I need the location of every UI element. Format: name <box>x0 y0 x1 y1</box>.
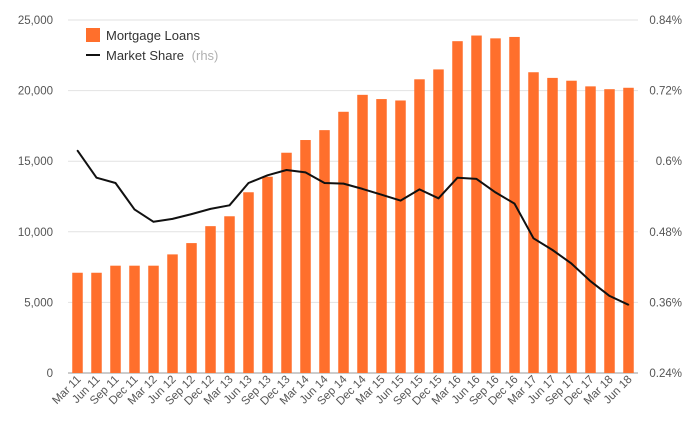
bar <box>167 254 178 373</box>
line-point <box>342 182 345 185</box>
line-point <box>323 182 326 184</box>
right-y-tick-label: 0.24% <box>649 368 682 380</box>
bar <box>243 192 254 373</box>
legend-swatch-mortgage-loans <box>86 28 100 42</box>
left-y-tick-label: 0 <box>47 368 53 380</box>
line-point <box>475 178 478 180</box>
line-series-market-share <box>76 149 630 306</box>
line-point <box>513 202 516 205</box>
left-y-tick-label: 20,000 <box>18 86 53 98</box>
bar <box>91 272 102 373</box>
bar <box>205 226 216 373</box>
line-point <box>285 169 288 171</box>
left-y-tick-label: 25,000 <box>18 15 53 27</box>
left-y-axis: 0 5,000 10,000 15,000 20,000 25,000 <box>18 15 53 380</box>
line-point <box>247 182 250 184</box>
line-point <box>266 174 269 177</box>
bar <box>395 100 406 373</box>
bar <box>262 176 273 373</box>
bar <box>566 80 577 373</box>
bar <box>186 243 197 373</box>
line-point <box>228 204 231 207</box>
legend-label-mortgage-loans: Mortgage Loans <box>106 28 200 43</box>
bar <box>585 86 596 373</box>
bar <box>319 130 330 373</box>
line-point <box>494 191 497 194</box>
bar-series-mortgage-loans <box>72 35 634 374</box>
bar <box>490 38 501 374</box>
bar <box>376 99 387 374</box>
legend-label-market-share: Market Share <box>106 48 184 63</box>
line-point <box>152 220 155 223</box>
legend: Mortgage Loans Market Share (rhs) <box>86 28 218 63</box>
line-point <box>76 149 79 152</box>
svg-text:Market Share (rhs): Market Share (rhs) <box>106 48 218 63</box>
bar <box>623 87 634 373</box>
right-y-tick-label: 0.72% <box>649 86 682 98</box>
line-point <box>114 182 117 184</box>
bar <box>414 79 425 373</box>
right-y-axis: 0.24% 0.36% 0.48% 0.6% 0.72% 0.84% <box>649 15 682 380</box>
bar <box>547 77 558 373</box>
line-point <box>456 176 459 179</box>
market-share-line <box>76 150 629 306</box>
left-y-tick-label: 5,000 <box>24 297 53 309</box>
right-y-tick-label: 0.6% <box>656 156 682 168</box>
bar <box>528 72 539 373</box>
bar <box>300 140 311 373</box>
line-point <box>190 213 193 215</box>
line-point <box>209 208 212 210</box>
bar <box>110 265 121 373</box>
line-point <box>304 171 307 174</box>
line-point <box>399 199 402 202</box>
line-point <box>361 188 364 190</box>
line-point <box>171 218 174 220</box>
line-point <box>570 262 573 265</box>
line-point <box>133 208 136 211</box>
right-y-tick-label: 0.48% <box>649 227 682 239</box>
line-point <box>380 193 383 196</box>
bar <box>604 89 615 374</box>
line-point <box>437 197 440 200</box>
line-point <box>627 303 630 306</box>
bar <box>129 265 140 373</box>
bar <box>338 111 349 373</box>
right-y-tick-label: 0.84% <box>649 15 682 27</box>
bar <box>281 152 292 373</box>
line-point <box>589 280 592 283</box>
line-point <box>95 176 98 179</box>
line-point <box>608 295 611 297</box>
gridlines <box>68 19 638 374</box>
line-point <box>418 188 421 191</box>
bar <box>433 69 444 374</box>
bar <box>72 272 83 373</box>
right-y-tick-label: 0.36% <box>649 297 682 309</box>
bar <box>471 35 482 373</box>
left-y-tick-label: 15,000 <box>18 156 53 168</box>
bar <box>224 216 235 373</box>
line-point <box>532 237 535 240</box>
bar <box>148 265 159 373</box>
left-y-tick-label: 10,000 <box>18 227 53 239</box>
bar <box>357 94 368 373</box>
legend-label-rhs: (rhs) <box>192 48 219 63</box>
bar <box>452 41 463 374</box>
line-point <box>551 249 554 251</box>
